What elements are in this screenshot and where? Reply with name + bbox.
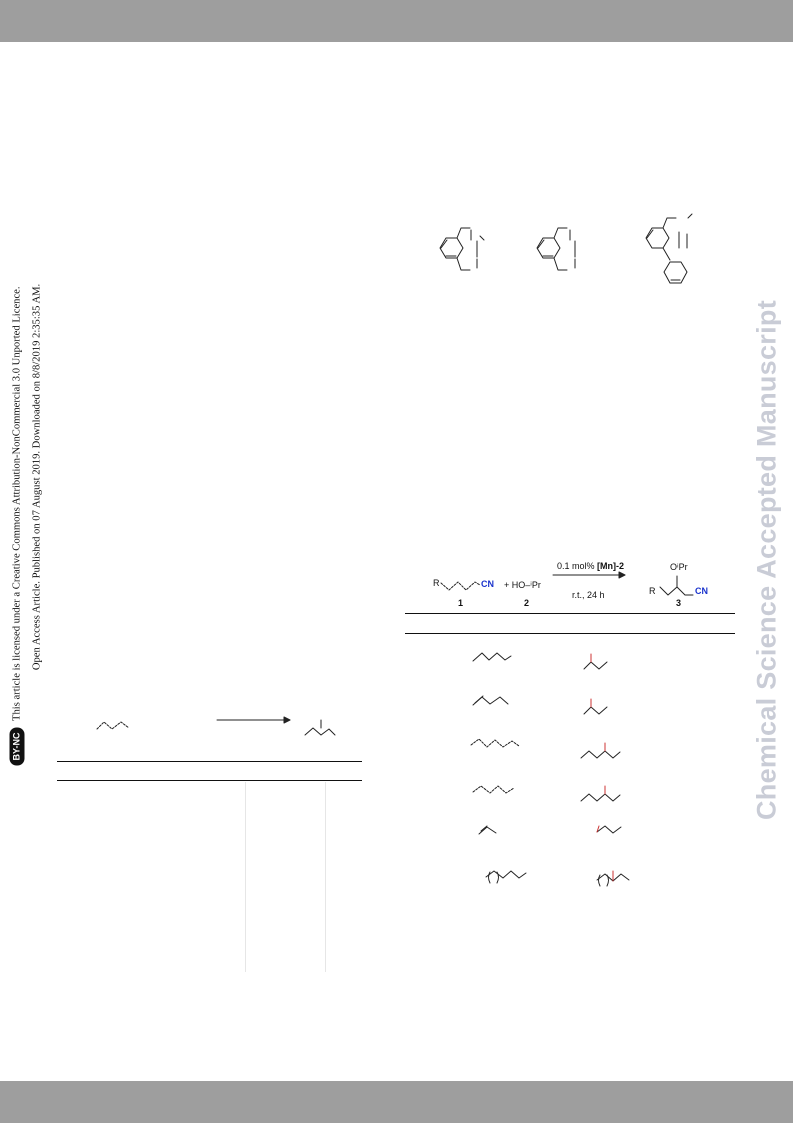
left-table-column-divider (245, 782, 246, 972)
scheme-reaction-arrow (552, 571, 626, 579)
catalyst-structure-3 (645, 213, 693, 284)
scheme-reagent-isopropanol: + HO–ⁱPr (504, 580, 541, 590)
header-bar (0, 0, 793, 42)
right-table-header-rule (405, 633, 735, 634)
table-row-2 (472, 695, 608, 715)
left-scheme-reactant (96, 721, 130, 730)
catalyst-structure-1 (439, 227, 485, 271)
scheme-reactant-r: R (433, 578, 440, 588)
table-row-5 (478, 825, 622, 835)
scheme-loading: 0.1 mol% (557, 561, 595, 571)
left-table-column-divider (325, 782, 326, 972)
left-table-header-rule (57, 780, 362, 781)
scheme-product-3-structure (659, 575, 694, 596)
scheme-label-2: 2 (524, 598, 530, 608)
scheme-label-3: 3 (676, 598, 682, 608)
scheme-catalyst: [Mn]-2 (597, 561, 625, 571)
right-table-top-rule (405, 613, 735, 614)
left-table-top-rule (57, 761, 362, 762)
table-row-1 (472, 652, 608, 670)
scheme-product-cn: CN (695, 586, 708, 596)
scheme-product-oipr: OⁱPr (670, 562, 688, 572)
scheme-conditions-line1: 0.1 mol% [Mn]-2 (557, 561, 624, 571)
catalyst-structure-2 (536, 227, 576, 271)
scheme-product-r: R (649, 586, 656, 596)
scheme-label-1: 1 (458, 598, 464, 608)
table-row-4 (472, 785, 621, 802)
table-row-3 (470, 738, 621, 759)
left-scheme-product (304, 719, 336, 736)
footer-bar (0, 1081, 793, 1123)
scheme-reactant-cn: CN (481, 579, 494, 589)
left-scheme-arrow (216, 716, 291, 724)
table-row-6 (485, 870, 630, 887)
scheme-reactant-1-structure (440, 581, 481, 591)
scheme-conditions-line2: r.t., 24 h (572, 590, 605, 600)
